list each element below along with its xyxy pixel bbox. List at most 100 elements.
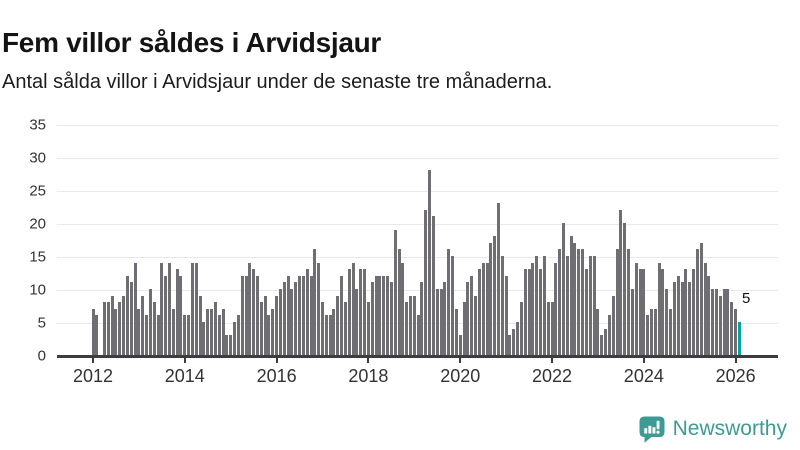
- bar: [562, 223, 565, 355]
- bar: [428, 170, 432, 355]
- bar: [584, 269, 588, 355]
- bar: [309, 275, 313, 355]
- bar: [718, 295, 722, 355]
- bar: [711, 289, 715, 355]
- bar: [324, 315, 328, 355]
- bar: [546, 302, 550, 355]
- bar: [531, 262, 535, 355]
- bar: [699, 242, 703, 355]
- bar: [401, 262, 405, 355]
- y-axis-tick-label: 30: [29, 149, 46, 167]
- bar: [726, 289, 730, 355]
- bar: [190, 262, 194, 355]
- bar: [630, 289, 634, 355]
- bar: [129, 282, 133, 355]
- bar: [248, 262, 252, 355]
- bar: [194, 262, 198, 355]
- bar: [550, 302, 554, 355]
- bar: [569, 236, 573, 355]
- bar: [573, 242, 577, 355]
- bar: [321, 302, 325, 355]
- bar: [305, 269, 309, 355]
- logo-text: Newsworthy: [672, 417, 787, 440]
- bar: [125, 275, 129, 355]
- bar: [412, 295, 416, 355]
- bar: [252, 269, 256, 355]
- bar: [275, 295, 279, 355]
- bar: [661, 269, 665, 355]
- bar: [565, 256, 569, 355]
- bar: [183, 315, 187, 355]
- gridline: [57, 125, 778, 126]
- bar: [198, 295, 202, 355]
- bar: [466, 282, 470, 355]
- bar: [615, 249, 619, 355]
- x-axis-tick-label: 2026: [715, 366, 756, 386]
- bar: [523, 269, 527, 355]
- bar: [542, 256, 546, 355]
- bar: [470, 275, 474, 355]
- bar: [336, 295, 340, 355]
- bar: [416, 315, 420, 355]
- bar: [106, 302, 110, 355]
- bar: [233, 322, 237, 355]
- bar: [271, 308, 275, 355]
- bar: [512, 328, 516, 355]
- y-axis-tick-label: 0: [37, 347, 46, 365]
- bar: [179, 275, 183, 355]
- bar: [370, 282, 374, 355]
- bar: [328, 315, 332, 355]
- y-axis-tick-label: 5: [37, 314, 46, 332]
- bar: [202, 322, 206, 355]
- bar: [359, 269, 363, 355]
- chart-subtitle: Antal sålda villor i Arvidsjaur under de…: [2, 71, 553, 93]
- bar: [225, 335, 229, 355]
- y-axis-tick-label: 25: [29, 182, 46, 200]
- bar: [577, 249, 581, 355]
- x-axis-tick-mark: [642, 357, 645, 363]
- bar: [439, 289, 443, 355]
- bar: [477, 269, 481, 355]
- bar: [386, 275, 390, 355]
- x-axis-tick-mark: [734, 357, 737, 363]
- bar: [485, 262, 489, 355]
- bar: [481, 262, 485, 355]
- bar: [122, 295, 126, 355]
- bar: [210, 308, 214, 355]
- bar: [535, 256, 539, 355]
- bar: [171, 308, 175, 355]
- x-axis-tick-label: 2022: [532, 366, 573, 386]
- bar: [255, 275, 259, 355]
- bar: [435, 289, 439, 355]
- bar: [496, 203, 500, 355]
- bar: [229, 335, 233, 355]
- bar: [290, 289, 294, 355]
- bar: [539, 269, 543, 355]
- bar: [313, 249, 317, 355]
- bar: [355, 289, 359, 355]
- bar: [504, 275, 508, 355]
- bar: [649, 308, 653, 355]
- x-axis-tick-mark: [275, 357, 278, 363]
- bar: [447, 249, 451, 355]
- bar: [118, 302, 122, 355]
- bar: [221, 308, 225, 355]
- bar: [646, 315, 650, 355]
- bar: [508, 335, 512, 355]
- page-title: Fem villor såldes i Arvidsjaur: [2, 26, 382, 58]
- bar: [730, 302, 734, 355]
- bar: [164, 275, 168, 355]
- bar: [340, 275, 344, 355]
- bar: [653, 308, 657, 355]
- bar: [519, 302, 523, 355]
- bar: [141, 295, 145, 355]
- bar: [458, 335, 462, 355]
- bar: [707, 275, 711, 355]
- x-axis-tick-label: 2016: [256, 366, 297, 386]
- bar: [420, 282, 424, 355]
- x-axis-line: [57, 355, 778, 358]
- bar: [684, 269, 688, 355]
- bar: [389, 282, 393, 355]
- bar: [657, 262, 661, 355]
